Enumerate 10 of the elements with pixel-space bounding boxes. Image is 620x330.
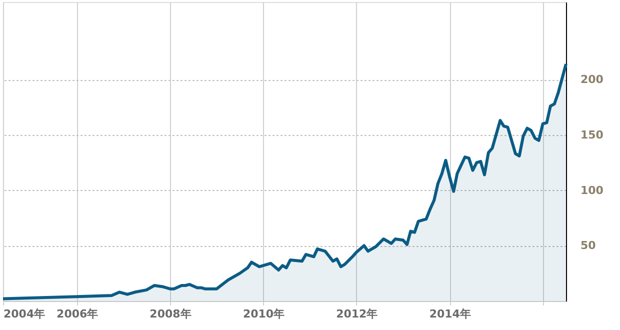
y-tick-label: 50	[580, 239, 596, 252]
x-tick-label: 2006年	[56, 308, 98, 320]
y-tick-label: 150	[580, 128, 604, 142]
x-tick-label: 2008年	[150, 308, 192, 320]
x-tick-label: 2010年	[242, 308, 285, 320]
x-tick-label: 2004年	[4, 308, 46, 320]
x-tick-label: 2014年	[429, 308, 471, 320]
y-tick-label: 200	[580, 73, 604, 86]
x-tick-label: 2012年	[336, 308, 378, 320]
y-tick-label: 100	[580, 184, 604, 197]
